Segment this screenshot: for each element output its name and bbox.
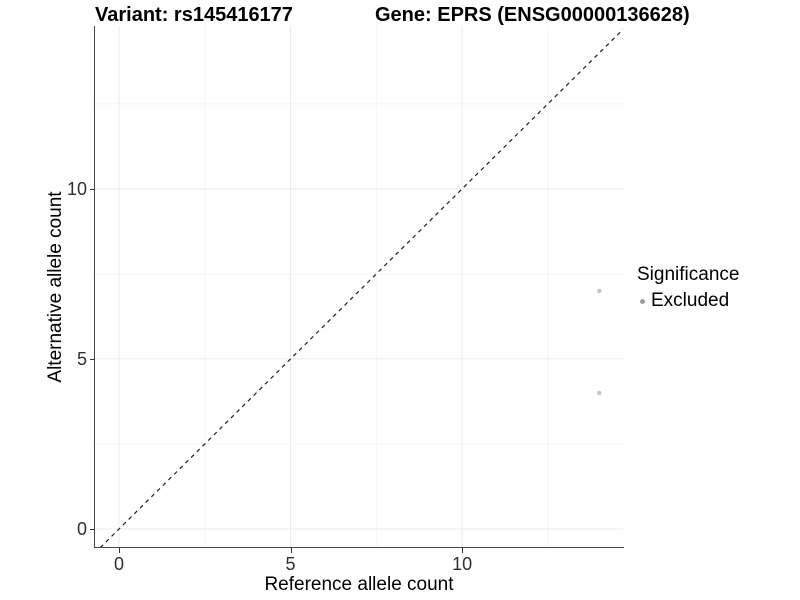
x-tick-label: 5 — [285, 554, 296, 574]
legend: Significance Excluded — [637, 264, 739, 312]
y-axis-title: Alternative allele count — [45, 191, 66, 383]
variant-title: Variant: rs145416177 — [95, 4, 293, 26]
x-tick-mark — [462, 548, 464, 553]
x-tick-mark — [119, 548, 120, 553]
plot-panel — [95, 26, 623, 547]
y-tick-mark — [90, 528, 95, 530]
x-axis-line — [94, 547, 624, 548]
x-tick-mark — [290, 548, 292, 553]
legend-title: Significance — [637, 264, 740, 285]
y-tick-label: 10 — [66, 178, 87, 199]
y-tick-label: 0 — [76, 518, 87, 539]
x-tick-label: 0 — [113, 554, 124, 574]
x-axis-title: Reference allele count — [264, 574, 454, 595]
legend-item-excluded: Excluded — [637, 290, 739, 312]
gene-title: Gene: EPRS (ENSG00000136628) — [375, 4, 690, 26]
x-tick-label: 10 — [452, 554, 473, 574]
data-point — [597, 288, 602, 294]
y-tick-mark — [90, 188, 95, 190]
y-axis-line — [94, 26, 95, 547]
legend-item-label: Excluded — [651, 290, 730, 311]
y-tick-label: 5 — [76, 348, 87, 369]
legend-point-icon — [640, 298, 645, 304]
plot-canvas — [95, 26, 623, 547]
y-tick-mark — [90, 358, 95, 360]
data-point — [597, 390, 602, 396]
